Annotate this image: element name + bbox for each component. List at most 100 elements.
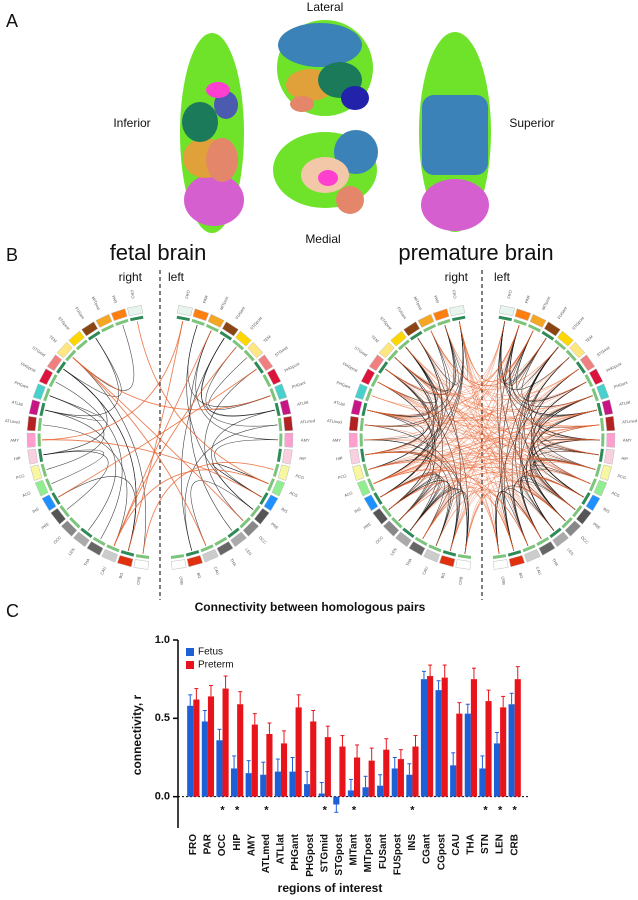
ring-band — [370, 374, 380, 388]
ring-band — [130, 315, 144, 322]
bar — [377, 785, 384, 797]
connection — [464, 485, 566, 554]
connection — [184, 424, 278, 551]
bar — [230, 768, 238, 797]
bar — [412, 746, 419, 797]
ring-band — [65, 349, 77, 362]
bar — [479, 768, 486, 797]
ring-band — [549, 527, 562, 539]
connection — [368, 453, 596, 470]
connection — [189, 330, 233, 531]
region-label: INS — [353, 506, 362, 514]
connection — [380, 357, 570, 498]
connection — [127, 321, 184, 551]
connection — [398, 480, 444, 531]
connection — [498, 324, 520, 551]
ring-segment — [56, 341, 73, 359]
ring-band — [387, 349, 399, 362]
ring-segment — [564, 520, 582, 537]
ring-band — [115, 318, 129, 326]
connection — [444, 324, 576, 510]
bar — [333, 796, 340, 805]
ring-band — [185, 550, 200, 557]
connection — [113, 330, 212, 546]
ring-segment — [360, 368, 376, 386]
region-label: MITpost — [218, 295, 229, 311]
legend-swatch — [186, 661, 194, 669]
ring-band — [581, 492, 591, 505]
ring-band — [589, 478, 597, 492]
region-label: AMY — [332, 438, 341, 443]
region-label: TEM — [48, 334, 58, 343]
region-label: STGpost — [571, 315, 586, 331]
region-label: THA — [551, 557, 560, 567]
ring-band — [92, 536, 106, 547]
x-tick-label: PAR — [203, 833, 214, 854]
ring-band — [541, 330, 555, 341]
ring-segment — [230, 531, 247, 548]
region-label: OCC — [374, 535, 384, 545]
bar — [318, 793, 325, 797]
ring-segment — [242, 520, 260, 537]
bar — [274, 771, 281, 797]
region-label: FUSant — [74, 306, 86, 321]
ring-band — [227, 527, 240, 539]
significance-marker: * — [352, 805, 357, 817]
ring-segment — [27, 448, 38, 465]
ring-segment — [354, 383, 368, 400]
connection — [422, 368, 579, 540]
region-label: HIP — [14, 455, 22, 461]
region-label: HIP — [336, 455, 344, 461]
region-label: AMY — [10, 438, 19, 443]
connection — [377, 381, 542, 540]
connection — [190, 480, 254, 546]
ring-segment — [282, 448, 293, 465]
region-label: PHGpost — [20, 361, 37, 373]
connection — [417, 337, 514, 551]
region-label: LEN — [244, 547, 253, 556]
region-label: STGmid — [31, 345, 46, 358]
x-tick-label: LEN — [495, 834, 506, 854]
ring-segment — [127, 304, 143, 317]
ring-segment — [363, 494, 379, 512]
connection — [365, 321, 505, 456]
region-label: ACG — [343, 490, 353, 498]
ring-segment — [588, 368, 604, 386]
connection — [459, 321, 542, 540]
ring-segment — [390, 330, 407, 347]
x-tick-label: MITant — [349, 833, 360, 865]
connection — [444, 324, 559, 388]
region-label: TEM — [370, 334, 380, 343]
connection — [195, 330, 278, 441]
ring-segment — [101, 549, 118, 563]
ring-band — [584, 374, 594, 388]
ring-band — [40, 463, 48, 478]
connection — [58, 476, 137, 551]
x-tick-label: OCC — [217, 834, 228, 856]
connection — [398, 471, 584, 521]
panel-label: B — [6, 245, 18, 265]
ring-segment — [81, 321, 99, 337]
connection — [450, 324, 520, 551]
connection — [459, 321, 500, 554]
significance-marker: * — [264, 805, 269, 817]
ring-band — [360, 448, 366, 462]
ring-band — [594, 463, 602, 478]
ring-band — [565, 349, 577, 362]
connection — [459, 321, 514, 551]
ring-band — [575, 361, 586, 374]
connection — [388, 459, 596, 510]
panel-label: A — [6, 11, 18, 31]
bar — [237, 704, 244, 797]
connection — [364, 330, 534, 441]
ring-band — [170, 554, 185, 559]
connection — [367, 409, 600, 429]
x-tick-label: THA — [466, 834, 477, 855]
significance-marker: * — [323, 805, 328, 817]
connection — [72, 357, 146, 554]
ring-band — [600, 417, 605, 432]
ring-segment — [284, 432, 294, 448]
ring-band — [267, 478, 275, 492]
view-label: Medial — [305, 232, 340, 246]
brain-lateral — [277, 20, 373, 116]
